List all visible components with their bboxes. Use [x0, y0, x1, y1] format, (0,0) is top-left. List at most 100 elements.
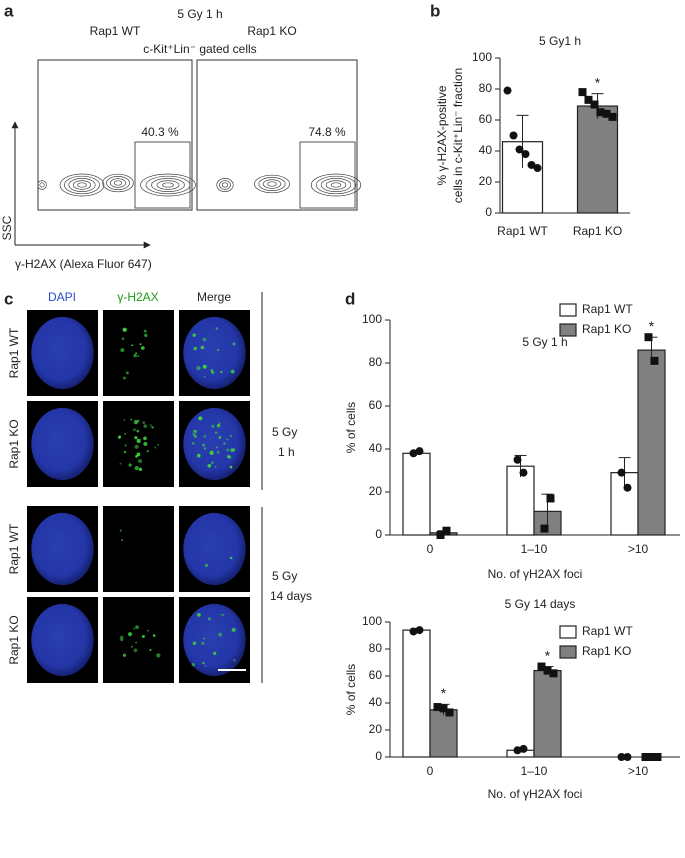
data-point	[602, 109, 611, 118]
focus	[229, 556, 233, 560]
focus	[201, 443, 206, 447]
y-tick-label: 100	[472, 50, 492, 64]
focus	[133, 419, 139, 425]
focus	[202, 364, 207, 369]
focus	[202, 662, 205, 665]
legend-swatch	[559, 323, 577, 337]
data-point	[608, 112, 617, 121]
data-point	[409, 449, 418, 458]
focus	[203, 435, 207, 438]
plot-frame	[196, 59, 358, 211]
focus	[117, 435, 121, 439]
image	[103, 401, 174, 487]
data-point	[519, 468, 528, 477]
contour	[325, 180, 347, 190]
data-point	[521, 150, 530, 159]
gate-percent: 74.8 %	[308, 125, 346, 139]
focus	[138, 459, 143, 464]
bar	[637, 349, 666, 536]
focus	[214, 465, 217, 468]
focus	[223, 442, 226, 445]
data-point	[515, 145, 524, 154]
focus	[196, 366, 201, 371]
data-point	[409, 627, 418, 636]
focus	[226, 438, 229, 441]
focus	[147, 629, 149, 632]
focus	[137, 355, 140, 358]
data-point	[445, 708, 454, 717]
focus	[142, 421, 146, 425]
focus	[138, 467, 143, 471]
focus	[144, 333, 148, 337]
legend-label: Rap1 WT	[582, 624, 633, 638]
contour	[221, 182, 229, 188]
data-point	[549, 669, 558, 678]
y-tick-label: 0	[485, 205, 492, 219]
bar	[533, 669, 562, 758]
data-point	[647, 753, 656, 761]
focus	[136, 439, 141, 444]
significance: *	[441, 685, 447, 701]
data-point	[519, 744, 528, 753]
focus	[122, 327, 127, 332]
plot-frame	[37, 59, 193, 211]
y-tick-label: 100	[362, 614, 382, 628]
data-point	[415, 626, 424, 635]
focus	[143, 436, 147, 441]
contour	[254, 174, 290, 194]
data-point	[509, 131, 518, 140]
focus	[214, 431, 218, 434]
chart-title: 5 Gy 14 days	[505, 597, 576, 611]
focus	[209, 450, 214, 455]
focus	[124, 444, 127, 447]
y-tick-label: 60	[369, 398, 383, 412]
focus	[152, 634, 156, 637]
focus	[143, 424, 148, 428]
data-point	[617, 468, 626, 477]
focus	[131, 344, 134, 347]
focus	[218, 422, 221, 425]
contour	[267, 181, 277, 187]
focus	[232, 342, 236, 346]
significance: *	[545, 647, 551, 663]
focus	[233, 659, 236, 662]
focus	[127, 632, 133, 637]
nucleus	[31, 407, 94, 481]
flow-xlabel: γ-H2AX (Alexa Fluor 647)	[15, 257, 152, 271]
contour	[140, 173, 196, 197]
focus	[210, 461, 214, 465]
focus	[218, 436, 222, 439]
focus	[151, 426, 154, 429]
focus	[130, 645, 133, 648]
focus	[121, 337, 125, 341]
legend-label: Rap1 KO	[582, 644, 631, 658]
data-point	[533, 164, 542, 173]
y-tick-label: 100	[362, 312, 382, 326]
data-point	[503, 86, 512, 95]
data-point	[650, 356, 659, 365]
focus	[200, 345, 205, 350]
focus	[123, 376, 126, 380]
y-tick-label: 0	[375, 749, 382, 763]
legend-swatch	[559, 303, 577, 317]
focus	[133, 353, 137, 358]
y-tick-label: 60	[369, 668, 383, 682]
panel-label: d	[345, 289, 355, 308]
focus	[197, 613, 201, 617]
contour	[315, 175, 357, 195]
focus	[149, 648, 152, 652]
contour	[37, 180, 47, 190]
data-point	[513, 455, 522, 464]
contour	[64, 175, 100, 195]
column-header: Merge	[197, 290, 231, 304]
focus	[194, 435, 197, 438]
data-point	[641, 753, 650, 761]
condition: 14 days	[270, 589, 312, 603]
flow-panel: 5 Gy 1 h Rap1 WT Rap1 KO c-Kit⁺Lin⁻ gate…	[0, 7, 362, 271]
contour	[59, 173, 105, 197]
focus	[134, 436, 138, 440]
focus	[232, 448, 236, 451]
data-point	[623, 753, 632, 761]
focus	[156, 653, 161, 658]
